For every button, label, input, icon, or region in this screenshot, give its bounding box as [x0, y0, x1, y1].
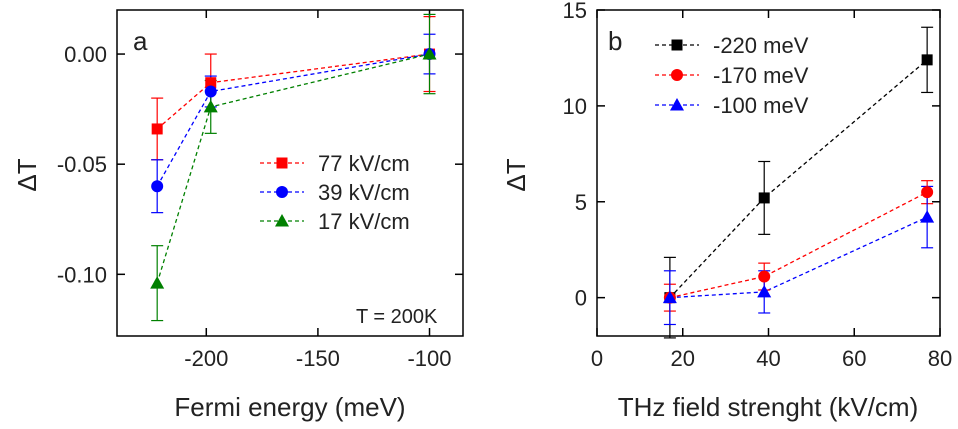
y-tick-label: 15	[563, 0, 587, 23]
series-line	[669, 191, 928, 299]
x-tick-label: -200	[184, 346, 228, 371]
panel-b: 0 20 40 60 80 0 5 10 15 -220 meV -170 meV -100 meV…	[501, 0, 952, 422]
plot-frame	[116, 9, 464, 337]
triangle-marker	[757, 284, 772, 298]
plot-frame	[596, 9, 941, 337]
circle-marker	[758, 270, 771, 283]
square-marker	[151, 123, 163, 135]
legend-label: 77 kV/cm	[318, 151, 410, 176]
square-marker	[921, 54, 933, 66]
x-tick-label: 0	[591, 346, 603, 371]
legend-label: -170 meV	[713, 63, 809, 88]
data-markers	[662, 54, 935, 304]
triangle-marker	[275, 214, 289, 227]
x-tick-label: -100	[407, 346, 451, 371]
legend-label: -220 meV	[713, 33, 809, 58]
triangle-marker	[670, 98, 684, 111]
y-axis-label: ΔT	[501, 158, 531, 191]
circle-marker	[671, 69, 683, 81]
error-bars	[663, 26, 934, 339]
panel-letter: a	[133, 26, 148, 56]
circle-marker	[921, 186, 934, 199]
ticks: -200 -150 -100 0.00 -0.05 -0.10	[57, 10, 463, 371]
triangle-marker	[662, 290, 677, 304]
legend-label: -100 meV	[713, 93, 809, 118]
triangle-marker	[150, 276, 165, 289]
legend-label: 17 kV/cm	[318, 209, 410, 234]
x-axis-label: Fermi energy (meV)	[174, 392, 405, 422]
legend: 77 kV/cm 39 kV/cm 17 kV/cm	[260, 151, 410, 234]
panel-a: -200 -150 -100 0.00 -0.05 -0.10 77 kV/cm 39 kV…	[12, 9, 464, 422]
y-tick-label: 0	[575, 286, 587, 311]
ticks: 0 20 40 60 80 0 5 10 15	[563, 0, 953, 371]
data-markers	[150, 47, 437, 289]
y-tick-label: -0.05	[57, 152, 107, 177]
series-line	[669, 59, 928, 299]
triangle-marker	[920, 210, 935, 223]
legend-label: 39 kV/cm	[318, 180, 410, 205]
y-axis-label: ΔT	[12, 158, 42, 191]
x-tick-label: 20	[671, 346, 695, 371]
panel-letter: b	[608, 26, 622, 56]
y-tick-label: 5	[575, 190, 587, 215]
square-marker	[671, 39, 683, 51]
temperature-annotation: T = 200K	[356, 306, 438, 328]
series-line	[156, 53, 430, 130]
x-tick-label: -150	[296, 346, 340, 371]
x-tick-label: 60	[842, 346, 866, 371]
legend: -220 meV -170 meV -100 meV	[655, 33, 809, 118]
square-marker	[276, 157, 288, 169]
triangle-marker	[203, 99, 218, 113]
circle-marker	[276, 186, 288, 198]
y-tick-label: 10	[563, 94, 587, 119]
circle-marker	[204, 85, 217, 98]
triangle-marker	[422, 47, 437, 60]
series-line	[669, 216, 928, 299]
square-marker	[205, 77, 217, 89]
circle-marker	[151, 180, 164, 193]
x-axis-label: THz field strenght (kV/cm)	[618, 392, 919, 422]
x-tick-label: 80	[928, 346, 952, 371]
y-tick-label: -0.10	[57, 262, 107, 287]
square-marker	[758, 192, 770, 204]
y-tick-label: 0.00	[64, 42, 107, 67]
x-tick-label: 40	[756, 346, 780, 371]
